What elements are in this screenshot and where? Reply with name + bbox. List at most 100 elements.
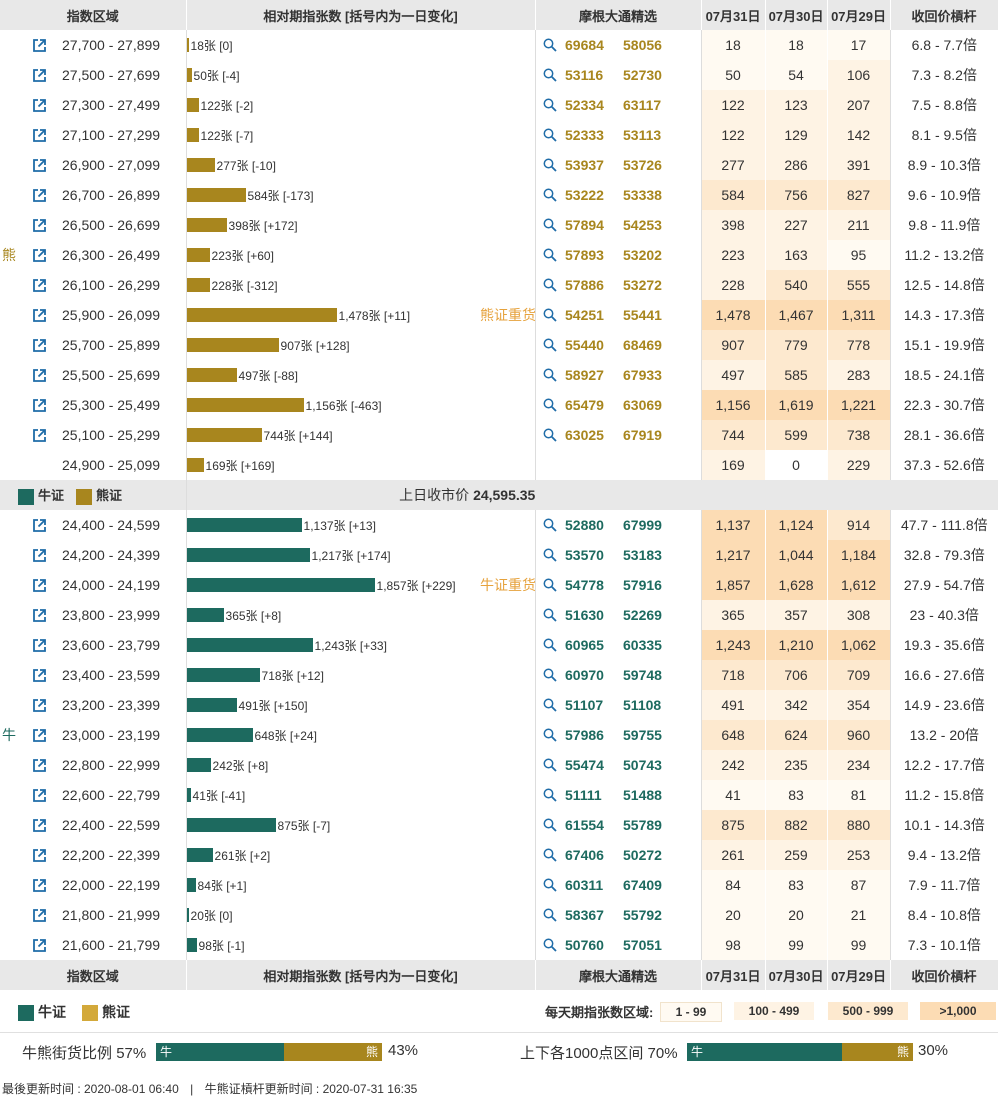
warrant-code[interactable]: 57916 bbox=[623, 577, 662, 593]
open-link[interactable] bbox=[18, 90, 60, 120]
external-link-icon[interactable] bbox=[18, 938, 60, 952]
external-link-icon[interactable] bbox=[18, 428, 60, 442]
warrant-code[interactable]: 53116 bbox=[565, 67, 604, 83]
search-cell[interactable] bbox=[535, 30, 565, 60]
open-link[interactable] bbox=[18, 240, 60, 270]
external-link-icon[interactable] bbox=[18, 368, 60, 382]
search-cell[interactable] bbox=[535, 90, 565, 120]
search-cell[interactable] bbox=[535, 900, 565, 930]
search-cell[interactable] bbox=[535, 540, 565, 570]
warrant-code[interactable]: 67999 bbox=[623, 517, 662, 533]
magnifier-icon[interactable] bbox=[536, 68, 566, 82]
warrant-code[interactable]: 52333 bbox=[565, 127, 604, 143]
warrant-code[interactable]: 52880 bbox=[565, 517, 604, 533]
external-link-icon[interactable] bbox=[18, 548, 60, 562]
warrant-code[interactable]: 60970 bbox=[565, 667, 604, 683]
open-link[interactable] bbox=[18, 570, 60, 600]
warrant-code[interactable]: 68469 bbox=[623, 337, 662, 353]
magnifier-icon[interactable] bbox=[536, 818, 566, 832]
warrant-code[interactable]: 63069 bbox=[623, 397, 662, 413]
warrant-code[interactable]: 67409 bbox=[623, 877, 662, 893]
open-link[interactable] bbox=[18, 540, 60, 570]
external-link-icon[interactable] bbox=[18, 248, 60, 262]
magnifier-icon[interactable] bbox=[536, 188, 566, 202]
warrant-code[interactable]: 63117 bbox=[623, 97, 662, 113]
search-cell[interactable] bbox=[535, 420, 565, 450]
warrant-code[interactable]: 52334 bbox=[565, 97, 604, 113]
open-link[interactable] bbox=[18, 690, 60, 720]
warrant-code[interactable]: 55441 bbox=[623, 307, 662, 323]
search-cell[interactable] bbox=[535, 720, 565, 750]
open-link[interactable] bbox=[18, 870, 60, 900]
external-link-icon[interactable] bbox=[18, 878, 60, 892]
open-link[interactable] bbox=[18, 510, 60, 540]
open-link[interactable] bbox=[18, 900, 60, 930]
magnifier-icon[interactable] bbox=[536, 308, 566, 322]
warrant-code[interactable]: 54253 bbox=[623, 217, 662, 233]
search-cell[interactable] bbox=[535, 180, 565, 210]
open-link[interactable] bbox=[18, 150, 60, 180]
warrant-code[interactable]: 65479 bbox=[565, 397, 604, 413]
search-cell[interactable] bbox=[535, 240, 565, 270]
search-cell[interactable] bbox=[535, 630, 565, 660]
open-link[interactable] bbox=[18, 720, 60, 750]
search-cell[interactable] bbox=[535, 330, 565, 360]
external-link-icon[interactable] bbox=[18, 98, 60, 112]
external-link-icon[interactable] bbox=[18, 38, 60, 52]
magnifier-icon[interactable] bbox=[536, 518, 566, 532]
open-link[interactable] bbox=[18, 660, 60, 690]
open-link[interactable] bbox=[18, 750, 60, 780]
magnifier-icon[interactable] bbox=[536, 278, 566, 292]
open-link[interactable] bbox=[18, 60, 60, 90]
external-link-icon[interactable] bbox=[18, 728, 60, 742]
magnifier-icon[interactable] bbox=[536, 428, 566, 442]
external-link-icon[interactable] bbox=[18, 818, 60, 832]
open-link[interactable] bbox=[18, 780, 60, 810]
magnifier-icon[interactable] bbox=[536, 338, 566, 352]
open-link[interactable] bbox=[18, 810, 60, 840]
warrant-code[interactable]: 53272 bbox=[623, 277, 662, 293]
warrant-code[interactable]: 51488 bbox=[623, 787, 662, 803]
warrant-code[interactable]: 53222 bbox=[565, 187, 604, 203]
warrant-code[interactable]: 54778 bbox=[565, 577, 604, 593]
warrant-code[interactable]: 53726 bbox=[623, 157, 662, 173]
warrant-code[interactable]: 60311 bbox=[565, 877, 604, 893]
magnifier-icon[interactable] bbox=[536, 878, 566, 892]
search-cell[interactable] bbox=[535, 120, 565, 150]
warrant-code[interactable]: 50272 bbox=[623, 847, 662, 863]
search-cell[interactable] bbox=[535, 810, 565, 840]
magnifier-icon[interactable] bbox=[536, 218, 566, 232]
search-cell[interactable] bbox=[535, 930, 565, 960]
warrant-code[interactable]: 69684 bbox=[565, 37, 604, 53]
magnifier-icon[interactable] bbox=[536, 128, 566, 142]
warrant-code[interactable]: 51107 bbox=[565, 697, 604, 713]
warrant-code[interactable]: 54251 bbox=[565, 307, 604, 323]
open-link[interactable] bbox=[18, 270, 60, 300]
external-link-icon[interactable] bbox=[18, 68, 60, 82]
open-link[interactable] bbox=[18, 360, 60, 390]
magnifier-icon[interactable] bbox=[536, 698, 566, 712]
warrant-code[interactable]: 53202 bbox=[623, 247, 662, 263]
search-cell[interactable] bbox=[535, 60, 565, 90]
search-cell[interactable] bbox=[535, 210, 565, 240]
external-link-icon[interactable] bbox=[18, 788, 60, 802]
magnifier-icon[interactable] bbox=[536, 248, 566, 262]
warrant-code[interactable]: 55792 bbox=[623, 907, 662, 923]
magnifier-icon[interactable] bbox=[536, 638, 566, 652]
external-link-icon[interactable] bbox=[18, 278, 60, 292]
search-cell[interactable] bbox=[535, 780, 565, 810]
warrant-code[interactable]: 53183 bbox=[623, 547, 662, 563]
external-link-icon[interactable] bbox=[18, 608, 60, 622]
magnifier-icon[interactable] bbox=[536, 398, 566, 412]
warrant-code[interactable]: 51111 bbox=[565, 787, 602, 803]
warrant-code[interactable]: 57886 bbox=[565, 277, 604, 293]
magnifier-icon[interactable] bbox=[536, 98, 566, 112]
magnifier-icon[interactable] bbox=[536, 158, 566, 172]
search-cell[interactable] bbox=[535, 570, 565, 600]
external-link-icon[interactable] bbox=[18, 158, 60, 172]
search-cell[interactable] bbox=[535, 150, 565, 180]
magnifier-icon[interactable] bbox=[536, 758, 566, 772]
search-cell[interactable] bbox=[535, 750, 565, 780]
warrant-code[interactable]: 51630 bbox=[565, 607, 604, 623]
warrant-code[interactable]: 57894 bbox=[565, 217, 604, 233]
